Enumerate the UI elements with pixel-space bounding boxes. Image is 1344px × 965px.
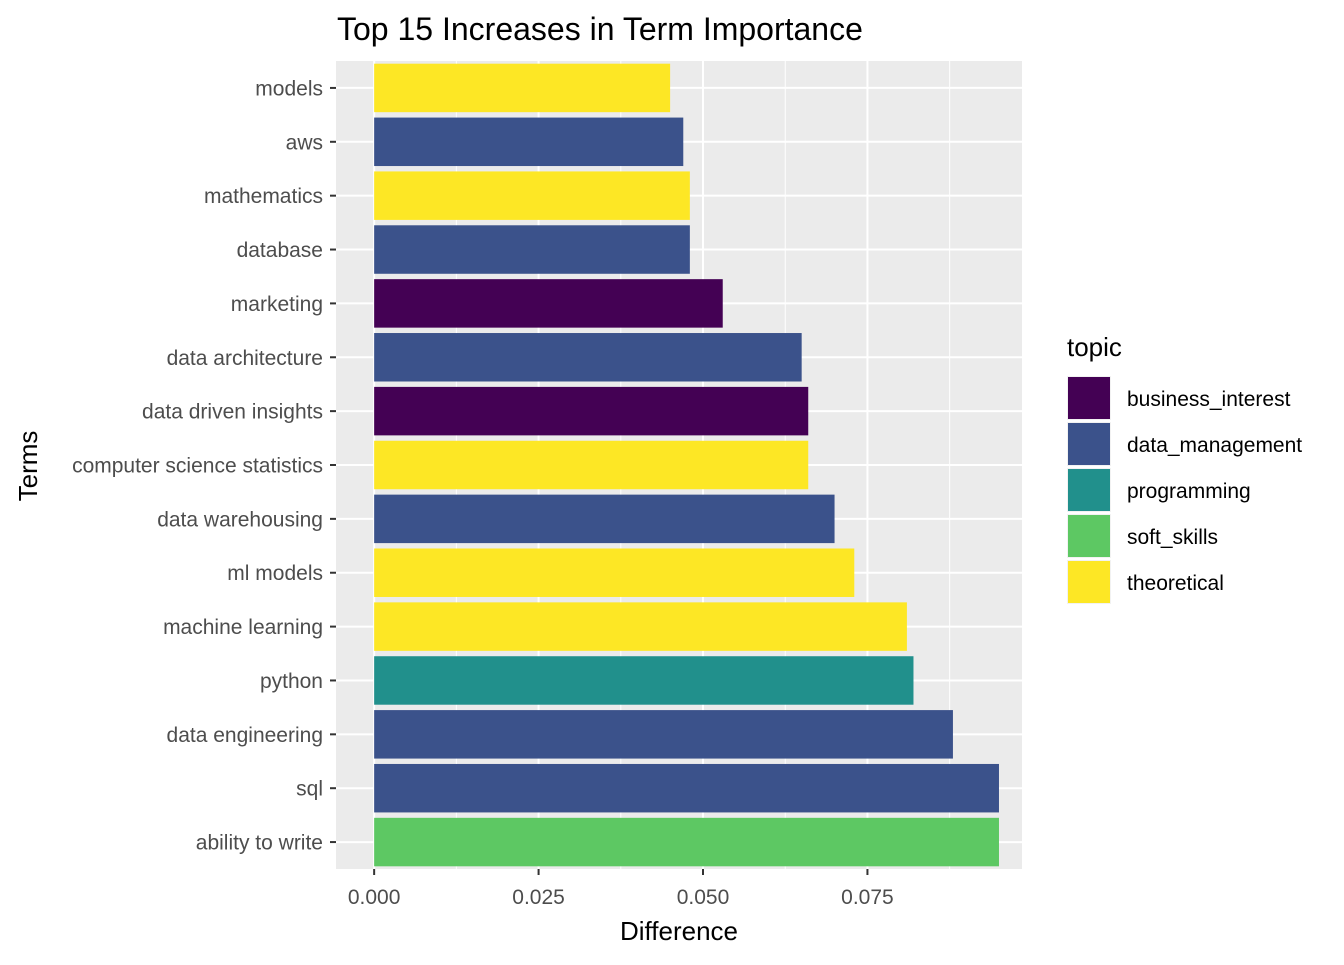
legend-label: programming [1127, 480, 1251, 503]
y-tick-label: data engineering [167, 724, 323, 747]
y-tick-label: data architecture [167, 347, 323, 370]
y-axis-title: Terms [13, 431, 43, 502]
bar [374, 171, 690, 220]
y-tick-label: database [237, 239, 323, 262]
y-tick-label: data warehousing [157, 508, 323, 531]
bar [374, 225, 690, 274]
y-tick-label: models [255, 77, 323, 100]
bar [374, 656, 914, 705]
y-tick-label: ml models [227, 562, 323, 585]
y-axis: models aws mathematics database marketing dat… [72, 77, 336, 855]
x-tick-label: 0.025 [512, 886, 565, 909]
bar [374, 386, 809, 436]
bar [374, 602, 907, 651]
bar [374, 440, 809, 490]
chart-title: Top 15 Increases in Term Importance [337, 11, 863, 47]
legend-label: business_interest [1127, 388, 1291, 411]
y-tick-label: aws [286, 131, 323, 154]
bar [374, 333, 802, 382]
legend-swatch [1068, 423, 1110, 465]
legend-swatch [1068, 515, 1110, 557]
legend-title: topic [1067, 332, 1122, 362]
legend: topic business_interest data_managementpr… [1067, 332, 1302, 604]
bar [374, 817, 999, 867]
bar [374, 494, 835, 544]
x-tick-label: 0.000 [348, 886, 401, 909]
y-tick-label: ability to write [196, 832, 323, 855]
y-tick-label: data driven insights [142, 401, 323, 424]
y-tick-label: computer science statistics [72, 455, 323, 478]
legend-label: theoretical [1127, 572, 1224, 595]
y-tick-label: sql [296, 778, 323, 801]
bar [374, 710, 953, 759]
legend-swatch [1068, 377, 1110, 419]
y-tick-label: machine learning [163, 616, 323, 639]
y-tick-label: mathematics [204, 185, 323, 208]
bar [374, 63, 671, 113]
x-tick-label: 0.075 [841, 886, 894, 909]
y-tick-label: python [260, 670, 323, 693]
y-tick-label: marketing [231, 293, 323, 316]
x-axis: 0.000 0.025 0.050 0.075 [348, 869, 894, 909]
legend-label: soft_skills [1127, 526, 1218, 549]
legend-label: data_management [1127, 434, 1302, 457]
x-tick-label: 0.050 [677, 886, 730, 909]
legend-swatch [1068, 469, 1110, 511]
x-axis-title: Difference [620, 916, 738, 946]
bars-group [374, 63, 999, 867]
bar [374, 548, 855, 597]
bar [374, 117, 684, 167]
bar [374, 763, 999, 813]
legend-swatch [1068, 561, 1110, 603]
bar [374, 279, 723, 328]
